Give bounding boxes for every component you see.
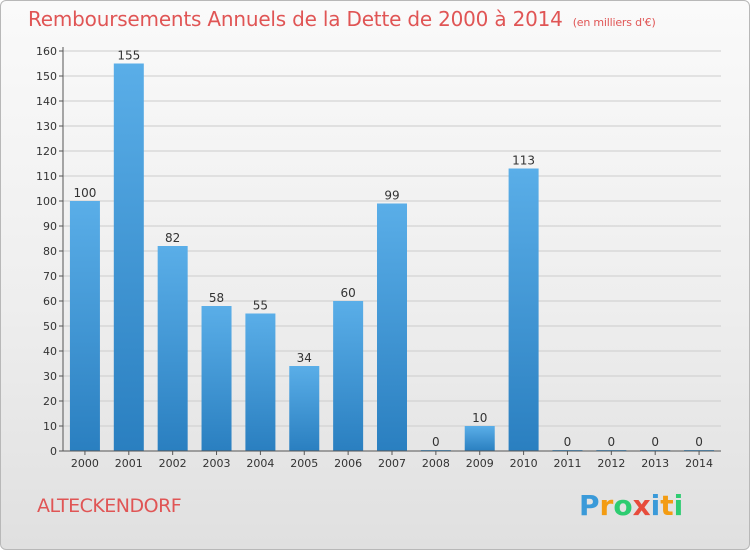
x-tick-label: 2005 — [290, 457, 318, 470]
logo-letter: r — [599, 489, 614, 522]
bar — [377, 203, 407, 451]
logo-letter: x — [632, 489, 651, 522]
data-label: 0 — [608, 435, 616, 449]
x-tick-label: 2008 — [422, 457, 450, 470]
bar — [464, 426, 495, 451]
bar — [508, 168, 539, 451]
x-tick-label: 2007 — [378, 457, 406, 470]
data-label: 0 — [651, 435, 659, 449]
data-label: 100 — [73, 186, 96, 200]
x-tick-label: 2001 — [115, 457, 143, 470]
data-label: 60 — [340, 286, 355, 300]
x-tick-label: 2000 — [71, 457, 99, 470]
y-tick-label: 10 — [43, 420, 57, 433]
axes: 0102030405060708090100110120130140150160… — [36, 45, 721, 470]
data-labels: 100 155 82 58 55 34 60 99 0 10 113 0 0 0 0 — [73, 49, 702, 450]
data-label: 0 — [695, 435, 703, 449]
data-label: 55 — [253, 299, 268, 313]
logo-letter: P — [579, 489, 600, 522]
bar — [157, 246, 188, 451]
y-tick-label: 100 — [36, 195, 57, 208]
y-tick-label: 70 — [43, 270, 57, 283]
data-label: 82 — [165, 231, 180, 245]
data-label: 0 — [432, 435, 440, 449]
data-label: 155 — [117, 49, 140, 63]
x-tick-label: 2014 — [685, 457, 713, 470]
data-label: 58 — [209, 291, 224, 305]
data-label: 113 — [512, 154, 535, 168]
logo-letter: t — [660, 489, 674, 522]
x-tick-label: 2006 — [334, 457, 362, 470]
bar — [113, 63, 144, 451]
y-tick-label: 110 — [36, 170, 57, 183]
y-tick-label: 30 — [43, 370, 57, 383]
logo-letter: o — [613, 489, 633, 522]
y-tick-label: 50 — [43, 320, 57, 333]
x-tick-label: 2004 — [246, 457, 274, 470]
y-tick-label: 80 — [43, 245, 57, 258]
x-tick-label: 2002 — [159, 457, 187, 470]
x-tick-label: 2010 — [510, 457, 538, 470]
data-label: 10 — [472, 411, 487, 425]
chart-title-text: Remboursements Annuels de la Dette de 20… — [28, 7, 563, 31]
logo-letter: i — [650, 489, 661, 522]
data-label: 99 — [384, 189, 399, 203]
chart-unit-label: (en milliers d'€) — [572, 16, 656, 29]
proxiti-logo: Proxiti — [579, 489, 683, 522]
chart-title: Remboursements Annuels de la Dette de 20… — [28, 7, 656, 31]
y-tick-label: 90 — [43, 220, 57, 233]
bar — [69, 201, 100, 451]
y-tick-label: 60 — [43, 295, 57, 308]
x-tick-label: 2003 — [203, 457, 231, 470]
x-tick-label: 2009 — [466, 457, 494, 470]
bars — [69, 63, 715, 451]
y-tick-label: 130 — [36, 120, 57, 133]
x-tick-label: 2011 — [553, 457, 581, 470]
y-tick-label: 140 — [36, 95, 57, 108]
x-tick-label: 2012 — [597, 457, 625, 470]
bar — [333, 301, 364, 451]
bar — [289, 366, 320, 451]
y-tick-label: 150 — [36, 70, 57, 83]
commune-name: ALTECKENDORF — [37, 495, 182, 517]
y-tick-label: 160 — [36, 45, 57, 58]
data-label: 34 — [297, 351, 312, 365]
bar — [245, 313, 276, 451]
data-label: 0 — [564, 435, 572, 449]
y-tick-label: 40 — [43, 345, 57, 358]
x-tick-label: 2013 — [641, 457, 669, 470]
bar — [201, 306, 232, 451]
y-tick-label: 0 — [50, 445, 57, 458]
logo-letter: i — [673, 489, 684, 522]
y-tick-label: 120 — [36, 145, 57, 158]
y-tick-label: 20 — [43, 395, 57, 408]
